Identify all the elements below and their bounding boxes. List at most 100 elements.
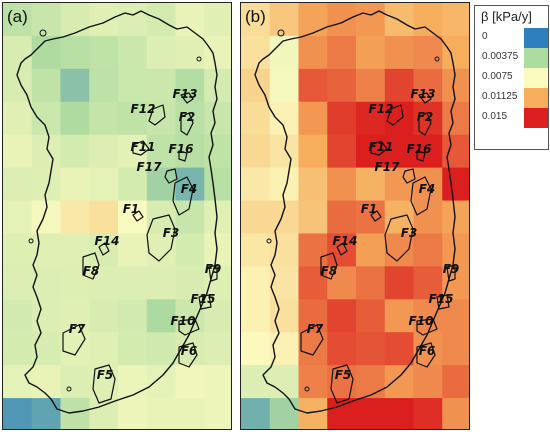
map-b-grid-cell	[413, 3, 443, 37]
map-a-grid-cell	[146, 332, 177, 366]
map-b-grid-cell	[384, 266, 415, 300]
map-a-grid-cell	[31, 134, 62, 169]
map-a-feature-label: F15	[191, 292, 216, 306]
map-a-feature-outline	[208, 264, 218, 282]
map-a-grid-cell	[204, 134, 231, 169]
map-a-grid-cell	[31, 365, 62, 399]
map-b-islet	[277, 29, 285, 37]
map-b-grid-cell	[356, 332, 386, 366]
map-b-feature-outline	[416, 342, 436, 368]
legend: β [kPa/y] 0 0.00375 0.0075 0.01125 0.015	[474, 5, 549, 150]
map-b-grid-cell	[269, 167, 300, 202]
map-a-grid-cell	[89, 233, 119, 267]
map-b-grid-cell	[384, 332, 415, 366]
map-a-grid-cell	[89, 266, 119, 300]
map-a-grid-cell	[118, 398, 148, 429]
map-a-feature-label: F2	[179, 110, 196, 124]
map-a-grid-cell	[89, 35, 119, 70]
map-b-feature-outline	[370, 210, 382, 222]
map-b-grid-cell	[298, 266, 328, 300]
map-b-grid-cell	[442, 266, 469, 300]
map-a-feature-outline	[178, 150, 188, 162]
map-b-grid-cell	[269, 68, 300, 103]
map-panel-a: F13 F12 F2 F11 F16 F17 F4 F1 F3 F14 F8 F9 F15 F10 F7 F6…	[2, 2, 232, 430]
map-a-grid-cell	[146, 299, 177, 333]
map-b-grid-cell	[327, 266, 357, 300]
legend-item: 0.01125	[478, 88, 548, 108]
map-a-grid-cells	[3, 3, 231, 429]
map-a-grid-cell	[204, 233, 231, 267]
map-b-grid-cell	[269, 134, 300, 169]
map-a-grid-cell	[146, 68, 177, 103]
legend-item-label: 0	[482, 31, 488, 42]
map-b-grid-cell	[269, 332, 300, 366]
map-b-islet	[304, 386, 310, 392]
map-a-grid-cell	[60, 233, 90, 267]
map-b-grid-cell	[356, 35, 386, 70]
map-a-grid-cell	[204, 266, 231, 300]
map-b-grid-cell	[442, 35, 469, 70]
map-b-feature-label: F2	[417, 110, 434, 124]
map-a-grid-cell	[118, 68, 148, 103]
map-b-grid-cell	[413, 233, 443, 267]
map-b-grid-cell	[241, 365, 271, 399]
map-b-feature-label: F9	[443, 262, 460, 276]
map-b-grid-cell	[241, 134, 271, 169]
map-b-feature-outline	[436, 294, 450, 310]
map-b-grid-cell	[384, 233, 415, 267]
map-a-grid-cell	[3, 365, 33, 399]
map-b-feature-label: F4	[419, 182, 436, 196]
map-b-grid-cell	[241, 233, 271, 267]
map-b-feature-label: F16	[407, 142, 432, 156]
map-b-grid-cell	[384, 167, 415, 202]
map-b-grid-cell	[298, 3, 328, 37]
map-a-feature-label: F1	[123, 202, 140, 216]
map-b-feature-label: F15	[429, 292, 454, 306]
map-b-feature-outline	[402, 168, 416, 184]
map-b-feature-outline	[418, 112, 432, 136]
map-b-feature-label: F13	[411, 87, 436, 101]
map-a-islet	[28, 238, 34, 244]
map-b-grid-cell	[269, 299, 300, 333]
map-a-svg: F13 F12 F2 F11 F16 F17 F4 F1 F3 F14 F8 F9 F15 F10 F7 F6…	[3, 3, 231, 429]
map-a-grid-cell	[60, 167, 90, 202]
map-b-grid-cell	[241, 35, 271, 70]
map-b-feature-label: F17	[375, 160, 401, 174]
map-b-feature-label: F1	[361, 202, 378, 216]
map-b-grid-cell	[327, 35, 357, 70]
map-a-grid-cell	[89, 332, 119, 366]
map-a-grid-cell	[204, 35, 231, 70]
map-b-grid-cell	[298, 134, 328, 169]
map-b-feature-outline	[384, 214, 414, 262]
map-a-grid-cell	[89, 398, 119, 429]
map-a-grid-cell	[146, 35, 177, 70]
map-a-grid-cell	[60, 398, 90, 429]
map-b-grid-cell	[298, 332, 328, 366]
map-b-grid-cell	[442, 200, 469, 235]
map-b-grid-cell	[241, 167, 271, 202]
map-a-grid-cell	[89, 101, 119, 136]
map-a-grid-cell	[204, 68, 231, 103]
map-b-grid-cell	[384, 299, 415, 333]
map-b-grid-cell	[298, 398, 328, 429]
map-b-coastline	[254, 10, 456, 414]
map-b-grid-cell	[327, 134, 357, 169]
map-a-grid-cell	[175, 365, 205, 399]
map-b-grid-cell	[241, 299, 271, 333]
map-a-feature-outline	[132, 210, 144, 222]
map-a-grid-cell	[146, 233, 177, 267]
map-a-grid-cell	[31, 35, 62, 70]
map-a-islet	[196, 56, 202, 62]
map-a-feature-outline	[172, 176, 194, 216]
map-a-grid-cell	[146, 101, 177, 136]
map-b-grid-cell	[356, 266, 386, 300]
map-b-grid-cell	[384, 134, 415, 169]
map-a-grid-cell	[118, 3, 148, 37]
map-b-feature-outline	[336, 242, 348, 256]
map-b-feature-label: F5	[335, 368, 352, 382]
map-a-grid-cell	[89, 299, 119, 333]
map-a-feature-outline	[98, 242, 110, 256]
map-a-grid-cell	[60, 134, 90, 169]
map-a-feature-outline	[62, 324, 86, 356]
map-b-grid-cell	[384, 35, 415, 70]
